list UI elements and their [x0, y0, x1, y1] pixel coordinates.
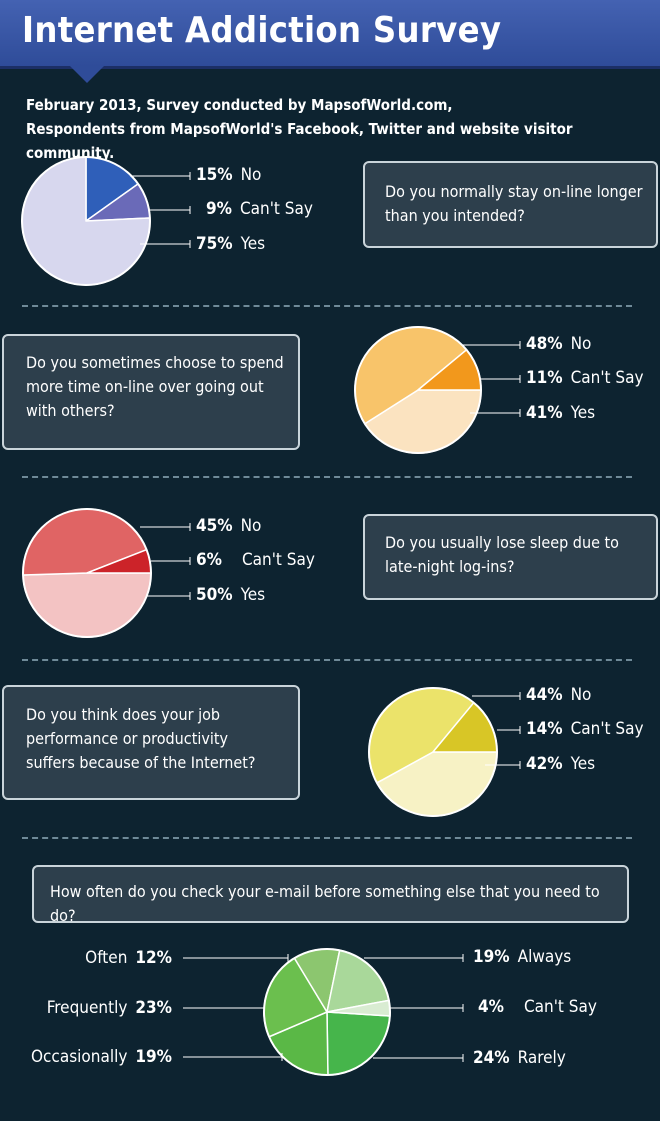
value-label: 6%: [196, 550, 222, 570]
category-label: Always: [517, 947, 572, 967]
section-divider: [22, 476, 632, 478]
question-5-line-1: How often do you check your e-mail befor…: [50, 882, 600, 925]
category-label: Can't Say: [570, 368, 644, 388]
question-3-line-2: late-night log-ins?: [385, 557, 515, 576]
header-notch: [70, 66, 104, 83]
question-2-line-3: with others?: [26, 401, 115, 420]
value-label: 4%: [478, 997, 504, 1017]
question-box-4: Do you think does your job performance o…: [2, 685, 300, 800]
chart-2-label-cant-say: 11% Can't Say: [526, 368, 644, 388]
chart-2-label-no: 48% No: [526, 334, 591, 354]
value-label: 14%: [526, 719, 563, 739]
category-label: Often: [85, 948, 128, 968]
chart-5-label-frequently: Frequently 23%: [47, 998, 172, 1018]
value-label: 23%: [135, 998, 172, 1018]
category-label: Can't Say: [241, 550, 315, 570]
category-label: No: [570, 334, 592, 354]
question-box-5: How often do you check your e-mail befor…: [32, 865, 629, 925]
category-label: Yes: [570, 754, 596, 774]
chart-5-label-occasionally: Occasionally 19%: [31, 1047, 172, 1067]
chart-3-label-yes: 50% Yes: [196, 585, 265, 605]
category-label: Yes: [570, 403, 596, 423]
value-label: 41%: [526, 403, 563, 423]
chart-3-label-cant-say: 6% Can't Say: [196, 550, 315, 570]
question-2-line-1: Do you sometimes choose to spend: [26, 353, 284, 372]
question-4-line-3: suffers because of the Internet?: [26, 753, 256, 772]
value-label: 15%: [196, 165, 233, 185]
chart-2-label-yes: 41% Yes: [526, 403, 595, 423]
category-label: Yes: [240, 234, 266, 254]
category-label: No: [240, 165, 262, 185]
category-label: Can't Say: [523, 997, 597, 1017]
chart-2-outline: [354, 326, 482, 454]
value-label: 11%: [526, 368, 563, 388]
chart-1-label-no: 15% No: [196, 165, 261, 185]
value-label: 45%: [196, 516, 233, 536]
chart-5-label-cant-say: 4% Can't Say: [478, 997, 597, 1017]
value-label: 42%: [526, 754, 563, 774]
chart-5-label-always: 19% Always: [473, 947, 571, 967]
chart-1-outline: [21, 156, 151, 286]
category-label: Frequently: [46, 998, 128, 1018]
chart-1-label-cant-say: 9% Can't Say: [206, 199, 313, 219]
question-4-line-1: Do you think does your job: [26, 705, 221, 724]
value-label: 24%: [473, 1048, 510, 1068]
category-label: Can't Say: [570, 719, 644, 739]
chart-5-label-often: Often 12%: [85, 948, 172, 968]
value-label: 75%: [196, 234, 233, 254]
category-label: Can't Say: [239, 199, 313, 219]
category-label: Occasionally: [30, 1047, 128, 1067]
question-1-line-1: Do you normally stay on-line longer: [385, 182, 643, 201]
question-3-line-1: Do you usually lose sleep due to: [385, 533, 619, 552]
page-title: Internet Addiction Survey: [22, 10, 502, 51]
category-label: Rarely: [517, 1048, 566, 1068]
value-label: 12%: [135, 948, 172, 968]
question-box-3: Do you usually lose sleep due to late-ni…: [363, 514, 658, 600]
value-label: 19%: [135, 1047, 172, 1067]
question-box-1: Do you normally stay on-line longer than…: [363, 161, 658, 248]
header-banner: Internet Addiction Survey: [0, 0, 660, 69]
chart-3-outline: [22, 508, 152, 638]
value-label: 19%: [473, 947, 510, 967]
category-label: No: [570, 685, 592, 705]
question-2-line-2: more time on-line over going out: [26, 377, 264, 396]
value-label: 9%: [206, 199, 232, 219]
chart-1-label-yes: 75% Yes: [196, 234, 265, 254]
value-label: 50%: [196, 585, 233, 605]
section-divider: [22, 305, 632, 307]
question-box-2: Do you sometimes choose to spend more ti…: [2, 334, 300, 450]
chart-3-label-no: 45% No: [196, 516, 261, 536]
subtitle-line-1: February 2013, Survey conducted by Mapso…: [26, 96, 453, 114]
chart-3-slice-2: [22, 572, 152, 638]
question-4-line-2: performance or productivity: [26, 729, 229, 748]
value-label: 48%: [526, 334, 563, 354]
question-1-line-2: than you intended?: [385, 206, 525, 225]
section-divider: [22, 837, 632, 839]
chart-4-label-no: 44% No: [526, 685, 591, 705]
section-divider: [22, 659, 632, 661]
chart-4-label-cant-say: 14% Can't Say: [526, 719, 644, 739]
category-label: Yes: [240, 585, 266, 605]
category-label: No: [240, 516, 262, 536]
chart-5-label-rarely: 24% Rarely: [473, 1048, 566, 1068]
chart-4-outline: [368, 687, 498, 817]
value-label: 44%: [526, 685, 563, 705]
chart-4-label-yes: 42% Yes: [526, 754, 595, 774]
